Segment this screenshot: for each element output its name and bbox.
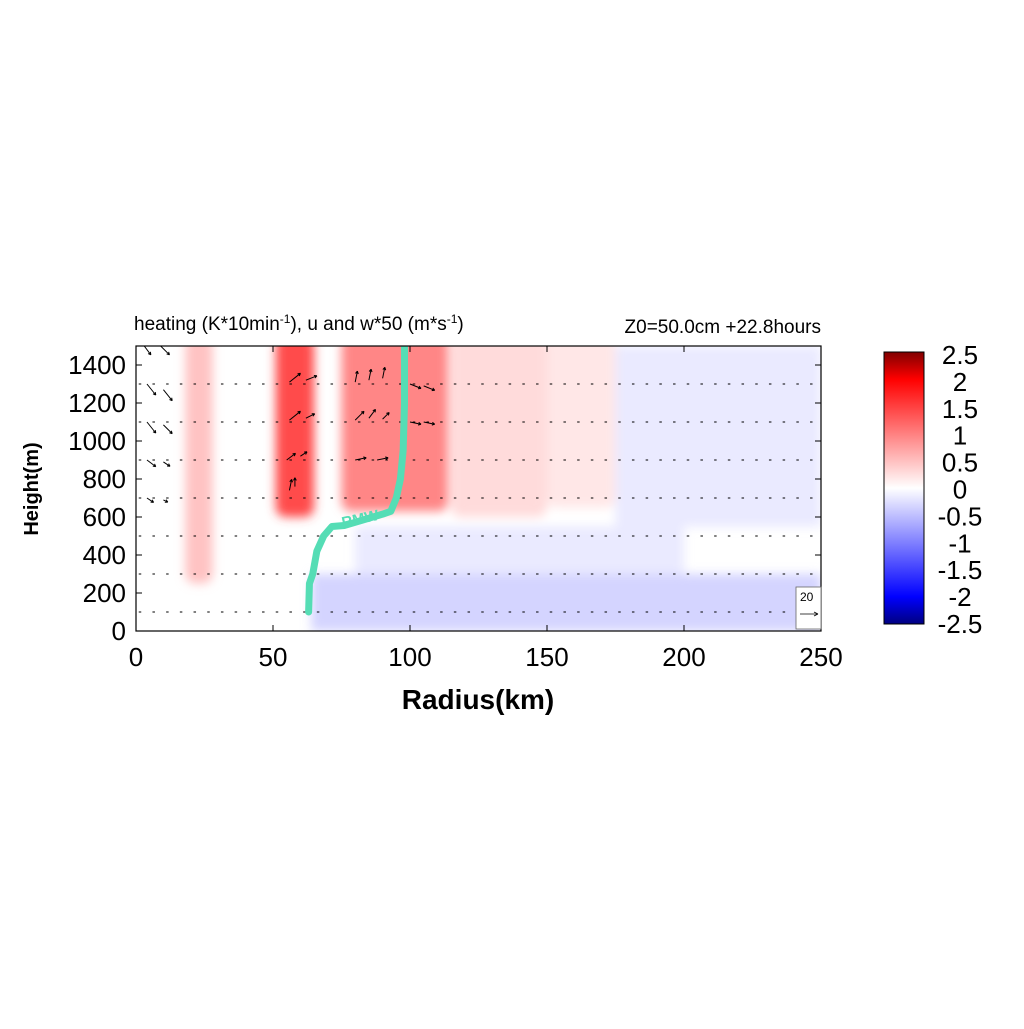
- wind-vector: [288, 479, 294, 491]
- wind-vector: [146, 459, 157, 468]
- wind-vector: [354, 410, 365, 421]
- x-axis-label: Radius(km): [402, 684, 554, 715]
- y-tick-label: 1000: [68, 426, 126, 456]
- wind-vector: [163, 389, 173, 402]
- x-tick-label: 150: [525, 642, 568, 672]
- y-tick: 1000: [68, 426, 821, 456]
- vector-samples: [143, 346, 436, 503]
- wind-vector: [409, 421, 422, 426]
- y-tick: 1200: [68, 388, 821, 418]
- x-tick-label: 250: [799, 642, 842, 672]
- wind-vector: [286, 452, 296, 461]
- heating-band-3: [451, 346, 547, 517]
- reference-vector-box: 20: [795, 586, 822, 630]
- y-tick: 800: [83, 464, 821, 494]
- y-tick-label: 1200: [68, 388, 126, 418]
- colorbar-tick-label: 2: [953, 367, 967, 397]
- wind-vector: [163, 499, 169, 503]
- wind-vector: [354, 370, 359, 383]
- reference-vector-label: 20: [800, 590, 814, 604]
- x-tick-label: 50: [259, 642, 288, 672]
- chart-title-right: Z0=50.0cm +22.8hours: [625, 317, 821, 338]
- y-tick: 400: [83, 540, 821, 570]
- x-tick-label: 0: [129, 642, 143, 672]
- y-tick: 200: [83, 578, 821, 608]
- heating-band-4: [547, 346, 616, 508]
- wind-vector: [146, 497, 155, 503]
- colorbar-tick-label: -1.5: [938, 555, 983, 585]
- wind-vector: [289, 372, 301, 383]
- x-tick: 150: [525, 346, 569, 672]
- chart-title-left: heating (K*10min-1), u and w*50 (m*s-1): [134, 312, 464, 335]
- wind-vector: [289, 410, 301, 421]
- wind-vector: [300, 451, 308, 457]
- wind-vector: [423, 421, 436, 426]
- colorbar-tick-label: 1: [953, 421, 967, 451]
- y-tick-label: 200: [83, 578, 126, 608]
- y-tick: 0: [112, 616, 821, 646]
- wind-vector: [368, 408, 376, 419]
- colorbar-tick-label: -1: [948, 528, 971, 558]
- colorbar-tick-label: 2.5: [942, 340, 978, 370]
- cooling-region-2: [615, 346, 821, 527]
- cooling-region-0: [311, 574, 821, 631]
- wind-vector: [293, 477, 297, 487]
- wind-vector: [146, 383, 157, 396]
- wind-vector: [146, 421, 157, 434]
- wind-vector: [423, 385, 436, 392]
- x-tick: 200: [662, 346, 706, 672]
- wind-vector: [409, 383, 422, 390]
- x-tick: 0: [129, 346, 143, 672]
- wind-vector: [382, 412, 390, 420]
- heating-band-1: [275, 346, 315, 517]
- y-tick-label: 1400: [68, 350, 126, 380]
- colorbar-tick-label: -0.5: [938, 501, 983, 531]
- x-tick: 250: [799, 346, 843, 672]
- colorbar-tick-label: -2.5: [938, 609, 983, 639]
- wind-vector: [163, 424, 173, 435]
- colorbar-tick-label: -2: [948, 582, 971, 612]
- wind-vector: [305, 413, 316, 419]
- y-tick-label: 400: [83, 540, 126, 570]
- heating-band-2: [341, 346, 449, 512]
- cooling-region-1: [355, 526, 684, 574]
- y-axis-label: Height(m): [21, 442, 43, 535]
- colorbar-tick-label: 0: [953, 475, 967, 505]
- wind-vector: [143, 346, 152, 356]
- wind-vector: [355, 456, 367, 461]
- wind-vectors: [138, 346, 813, 613]
- colorbar-tick-label: 1.5: [942, 394, 978, 424]
- wind-vector: [368, 368, 373, 381]
- heating-field: [136, 346, 821, 631]
- colorbar-tick-label: 0.5: [942, 448, 978, 478]
- heating-band-0: [185, 346, 213, 584]
- colorbar-ticks: 2.521.510.50-0.5-1-1.5-2-2.5: [938, 340, 983, 639]
- wind-vector: [382, 366, 387, 379]
- x-tick: 100: [388, 346, 432, 672]
- y-tick: 1400: [68, 350, 821, 380]
- y-tick-label: 800: [83, 464, 126, 494]
- wind-vector: [160, 346, 170, 356]
- wind-vector: [163, 461, 171, 467]
- y-axis: 0 200 400 600 800 1000 1200 1400: [68, 350, 821, 646]
- x-tick: 50: [259, 346, 288, 672]
- x-axis: 0 50 100 150 200 250: [129, 346, 843, 672]
- y-tick: 600: [83, 502, 821, 532]
- y-tick-label: 600: [83, 502, 126, 532]
- plot-frame: [135, 345, 822, 632]
- x-tick-label: 100: [388, 642, 431, 672]
- wind-vector: [377, 456, 389, 461]
- y-tick-label: 0: [112, 616, 126, 646]
- rmw-line: [305, 346, 409, 616]
- wind-vector: [305, 374, 318, 381]
- x-tick-label: 200: [662, 642, 705, 672]
- colorbar: [883, 351, 925, 625]
